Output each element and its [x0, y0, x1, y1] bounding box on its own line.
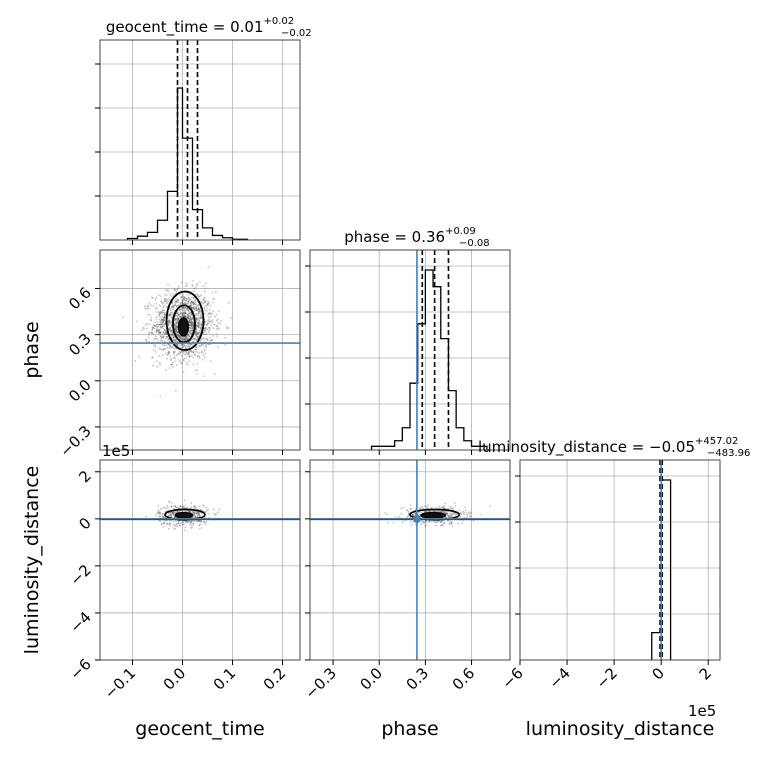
panel-frame-phase-geocent-time	[99, 249, 301, 451]
title-luminosity-distance-lower: −483.96	[707, 448, 750, 459]
histogram-geocent-time	[126, 87, 249, 240]
panel-frame-luminosity-distance-luminosity-distance	[519, 459, 721, 661]
contour-inner-geocent-time-phase	[177, 317, 190, 337]
contour-inner-phase-luminosity-distance	[420, 511, 446, 519]
xtick-label-phase: −0.3	[301, 664, 339, 702]
xlabel-luminosity-distance: luminosity_distance	[526, 718, 715, 740]
ylabel-luminosity-distance: luminosity_distance	[21, 466, 43, 655]
ytick-label-luminosity-distance: −4	[66, 608, 94, 636]
ytick-label-phase: 0.3	[65, 330, 95, 360]
ytick-label-luminosity-distance: 0	[75, 514, 94, 533]
panel-frame-geocent-time-geocent-time	[99, 39, 301, 241]
ytick-label-phase: −0.3	[56, 422, 94, 460]
title-luminosity-distance: luminosity_distance = −0.05+457.02	[478, 436, 738, 457]
title-geocent-time: geocent_time = 0.01+0.02	[106, 16, 294, 37]
ytick-label-luminosity-distance: −6	[66, 655, 94, 683]
truth-point-phase-luminosity-distance	[412, 514, 421, 523]
title-phase: phase = 0.36+0.09	[344, 226, 475, 246]
xtick-label-luminosity-distance: −6	[498, 664, 526, 692]
title-phase-upper: +0.09	[445, 226, 476, 237]
xlabel-geocent-time: geocent_time	[135, 718, 264, 740]
ytick-label-phase: 0.0	[65, 376, 95, 406]
xtick-label-geocent-time: 0.0	[160, 664, 190, 694]
xtick-label-phase: 0.0	[356, 664, 386, 694]
xtick-label-luminosity-distance: 0	[649, 664, 668, 683]
ytick-label-luminosity-distance: −2	[66, 561, 94, 589]
xtick-label-phase: 0.6	[449, 664, 479, 694]
xtick-label-luminosity-distance: −4	[546, 664, 574, 692]
title-luminosity-distance-upper: +457.02	[695, 436, 738, 447]
xtick-label-phase: 0.3	[403, 664, 433, 694]
ylabel-phase: phase	[21, 321, 43, 378]
offset-text-y-luminosity-distance: 1e5	[102, 442, 130, 460]
xtick-label-geocent-time: 0.2	[260, 664, 290, 694]
panel-frame-luminosity-distance-geocent-time	[99, 459, 301, 661]
offset-text-x-luminosity-distance: 1e5	[688, 702, 716, 720]
xtick-label-geocent-time: 0.1	[210, 664, 240, 694]
contour-inner-geocent-time-luminosity-distance	[174, 511, 194, 519]
xtick-label-luminosity-distance: 2	[696, 664, 715, 683]
title-geocent-time-upper: +0.02	[264, 16, 295, 27]
xtick-label-geocent-time: −0.1	[101, 664, 139, 702]
samples-geocent-time-phase	[122, 266, 233, 398]
xtick-label-luminosity-distance: −2	[593, 664, 621, 692]
title-phase-lower: −0.08	[459, 238, 490, 249]
xlabel-phase: phase	[381, 718, 438, 740]
histogram-phase	[370, 269, 488, 450]
ytick-label-phase: 0.6	[65, 284, 95, 314]
panel-frame-luminosity-distance-phase	[309, 459, 511, 661]
panel-frame-phase-phase	[309, 249, 511, 451]
title-geocent-time-lower: −0.02	[281, 28, 312, 39]
ytick-label-luminosity-distance: 2	[75, 467, 94, 486]
contour-outer-geocent-time-phase	[165, 290, 205, 351]
